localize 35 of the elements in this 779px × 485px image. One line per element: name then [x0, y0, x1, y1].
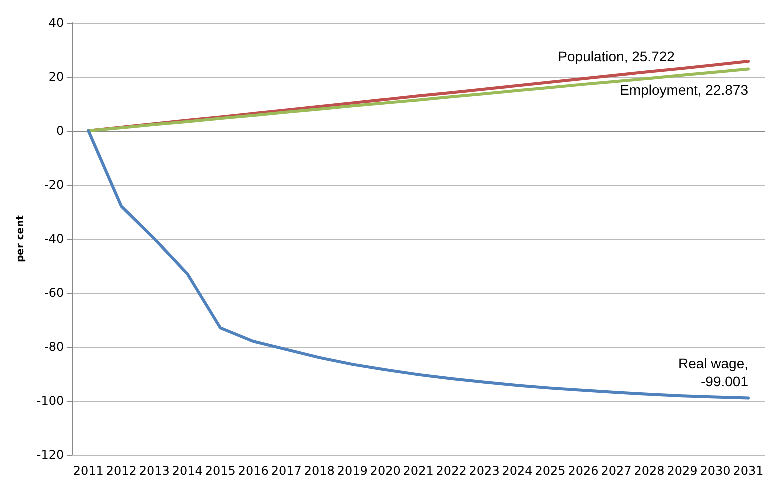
annotation: Population, 25.722 — [558, 48, 676, 64]
x-tick-label: 2020 — [370, 464, 401, 478]
y-tick-label: -120 — [36, 448, 64, 462]
y-tick-label: -80 — [44, 340, 64, 354]
x-tick-label: 2027 — [601, 464, 632, 478]
x-tick-label: 2018 — [304, 464, 335, 478]
x-tick-label: 2026 — [568, 464, 599, 478]
x-tick-label: 2016 — [238, 464, 269, 478]
x-tick-label: 2013 — [139, 464, 170, 478]
x-tick-label: 2023 — [469, 464, 500, 478]
x-tick-label: 2011 — [73, 464, 104, 478]
x-tick-label: 2017 — [271, 464, 302, 478]
annotation: Employment, 22.873 — [620, 82, 749, 98]
x-tick-label: 2024 — [502, 464, 533, 478]
x-tick-label: 2015 — [205, 464, 236, 478]
y-tick-label: 0 — [56, 124, 64, 138]
x-tick-label: 2030 — [700, 464, 731, 478]
y-axis-title: per cent — [16, 215, 26, 262]
x-tick-label: 2012 — [106, 464, 137, 478]
y-tick-label: -20 — [44, 178, 64, 192]
x-tick-label: 2031 — [733, 464, 764, 478]
annotation: Real wage, -99.001 — [678, 355, 749, 390]
y-tick-label: -60 — [44, 286, 64, 300]
y-tick-label: 40 — [48, 16, 64, 30]
x-tick-label: 2022 — [436, 464, 467, 478]
line-series — [87, 130, 750, 400]
x-tick-label: 2029 — [667, 464, 698, 478]
x-tick-label: 2025 — [535, 464, 566, 478]
y-tick-label: -40 — [44, 232, 64, 246]
x-tick-label: 2019 — [337, 464, 368, 478]
x-tick-label: 2028 — [634, 464, 665, 478]
y-tick-label: -100 — [36, 394, 64, 408]
x-tick-label: 2021 — [403, 464, 434, 478]
y-tick-label: 20 — [48, 70, 64, 84]
x-tick-label: 2014 — [172, 464, 203, 478]
